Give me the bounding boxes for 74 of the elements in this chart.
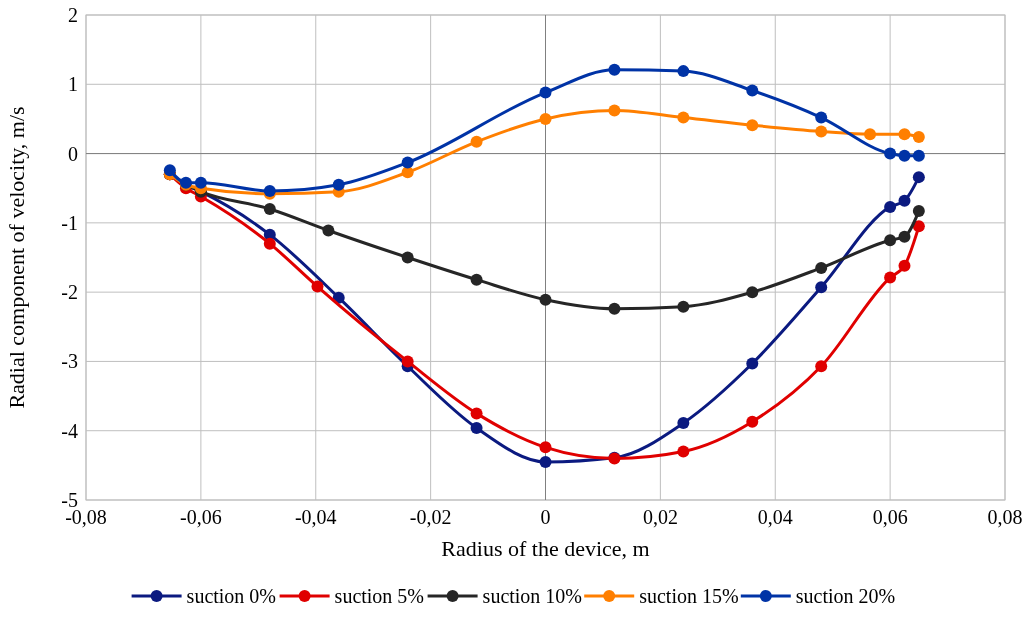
y-axis-title: Radial component of velocity, m/s [4, 106, 29, 409]
point [815, 261, 828, 274]
point [470, 421, 483, 434]
point [815, 111, 828, 124]
legend-label: suction 15% [639, 585, 739, 607]
point [677, 445, 690, 458]
x-tick-label: -0,02 [409, 506, 452, 528]
point [912, 171, 925, 184]
legend-label: suction 0% [186, 585, 277, 607]
point [815, 360, 828, 373]
point [470, 407, 483, 420]
x-tick-label: 0,04 [757, 506, 793, 528]
x-tick-label: -0,04 [294, 506, 337, 528]
legend-label: suction 5% [334, 585, 425, 607]
point [539, 112, 552, 125]
point [539, 455, 552, 468]
point [815, 125, 828, 138]
point [470, 273, 483, 286]
point [746, 357, 759, 370]
point [194, 176, 207, 189]
x-tick-label: 0 [540, 506, 551, 528]
point [401, 156, 414, 169]
y-tick-label: 0 [68, 142, 78, 165]
point [263, 237, 276, 250]
point [884, 271, 897, 284]
legend-label: suction 20% [795, 585, 896, 607]
point [263, 203, 276, 215]
point [746, 84, 759, 97]
legend-label: suction 10% [482, 585, 583, 607]
point [898, 194, 911, 207]
x-tick-label: 0,06 [872, 506, 908, 528]
point [677, 111, 690, 124]
x-axis-title: Radius of the device, m [441, 536, 650, 561]
y-tick-label: -2 [61, 281, 78, 304]
point [898, 128, 911, 141]
point [539, 86, 552, 99]
point [912, 220, 925, 233]
point [912, 130, 925, 143]
y-tick-label: 1 [68, 73, 78, 96]
point [746, 119, 759, 132]
point [608, 302, 621, 315]
point [311, 280, 324, 293]
point [884, 200, 897, 213]
point [608, 104, 621, 117]
x-tick-label: 0,02 [642, 506, 678, 528]
point [332, 178, 345, 191]
point [539, 441, 552, 454]
point [884, 234, 897, 247]
point [401, 251, 414, 264]
point [898, 230, 911, 243]
y-tick-label: 2 [68, 4, 78, 26]
y-tick-label: -3 [61, 350, 78, 373]
x-tick-label: 0,08 [987, 506, 1023, 528]
point [864, 128, 877, 141]
point [815, 281, 828, 294]
point [539, 293, 552, 306]
point [470, 135, 483, 148]
point [912, 149, 925, 162]
point [746, 286, 759, 299]
point [163, 164, 176, 177]
point [912, 205, 925, 218]
x-tick-label: -0,06 [180, 506, 222, 528]
point [746, 415, 759, 428]
point [608, 63, 621, 76]
point [322, 224, 335, 237]
point [898, 149, 911, 162]
point [898, 259, 911, 272]
point [677, 65, 690, 78]
point [401, 355, 414, 368]
y-tick-label: -1 [61, 211, 78, 234]
point [884, 147, 897, 160]
point [677, 300, 690, 313]
y-tick-label: -4 [61, 419, 78, 442]
point [677, 417, 690, 430]
